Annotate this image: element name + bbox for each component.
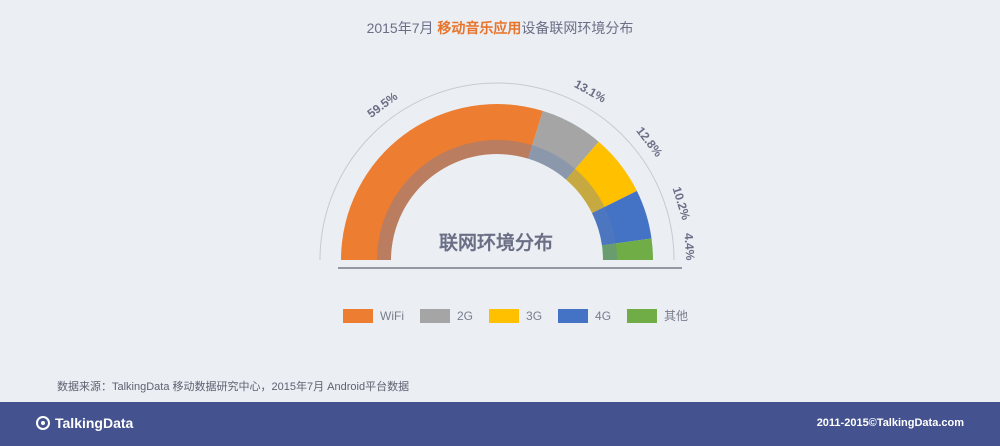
- legend-label-4g: 4G: [595, 308, 612, 323]
- legend-item-other: 其他: [627, 307, 688, 324]
- arc-segment-wifi: [340, 103, 543, 261]
- half-donut-chart: 59.5% 13.1% 12.8% 10.2% 4.4% 联网环境分布: [319, 77, 697, 269]
- title-highlight: 移动音乐应用: [437, 20, 522, 36]
- value-label-wifi: 59.5%: [365, 89, 401, 121]
- legend-item-wifi: WiFi: [343, 308, 404, 323]
- arc-inner-band-2g: [528, 145, 576, 180]
- legend-label-3g: 3G: [526, 308, 543, 323]
- footer-copyright: 2011-2015©TalkingData.com: [816, 417, 964, 429]
- arc-segment-4g: [592, 190, 652, 246]
- legend-label-other: 其他: [664, 309, 689, 323]
- legend-label-wifi: WiFi: [380, 308, 404, 323]
- arc-inner-band-other: [601, 243, 617, 260]
- legend-item-4g: 4G: [558, 308, 612, 323]
- center-label: 联网环境分布: [439, 231, 553, 254]
- arc-inner-band-4g: [592, 206, 616, 246]
- arc-segment-other: [601, 238, 653, 260]
- footer-logo: TalkingData: [36, 415, 133, 431]
- chart-title: 2015年7月 移动音乐应用设备联网环境分布: [0, 18, 1000, 38]
- legend-swatch-2g: [420, 308, 450, 323]
- legend-item-3g: 3G: [489, 308, 543, 323]
- arc-segment-2g: [528, 110, 599, 180]
- value-label-other: 4.4%: [681, 233, 697, 262]
- footer-bar: TalkingData 2011-2015©TalkingData.com: [0, 402, 1000, 446]
- arc-inner-band-3g: [566, 168, 605, 214]
- legend-swatch-4g: [558, 308, 589, 323]
- value-label-2g: 13.1%: [572, 77, 609, 106]
- legend-swatch-wifi: [343, 308, 373, 323]
- arc-inner-band-wifi: [377, 140, 533, 260]
- arc-segment-3g: [566, 141, 637, 214]
- footer-logo-text: TalkingData: [55, 415, 134, 431]
- legend-item-2g: 2G: [420, 308, 474, 323]
- title-suffix: 设备联网环境分布: [521, 20, 634, 36]
- talkingdata-logo-icon: [36, 416, 50, 430]
- title-prefix: 2015年7月: [366, 20, 438, 36]
- legend-label-2g: 2G: [457, 308, 474, 323]
- data-source: 数据来源：TalkingData 移动数据研究中心，2015年7月 Androi…: [57, 381, 410, 393]
- value-label-3g: 12.8%: [633, 124, 665, 160]
- value-label-4g: 10.2%: [670, 185, 693, 222]
- legend-swatch-other: [627, 308, 658, 323]
- chart-legend: WiFi 2G 3G 4G 其他: [343, 307, 704, 324]
- outer-guide-arc: [319, 82, 675, 261]
- legend-swatch-3g: [489, 308, 520, 323]
